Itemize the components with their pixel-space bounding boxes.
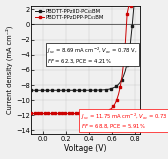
PBDTT-PPzDPP·PC₆₁BM bbox=[30, 113, 32, 114]
Text: $J_{sc}$ = 8.69 mA cm$^{-2}$, $V_{oc}$ = 0.78 V,
$FF$ = 62.3, PCE = 4.21%: $J_{sc}$ = 8.69 mA cm$^{-2}$, $V_{oc}$ =… bbox=[47, 46, 138, 65]
Y-axis label: Current density (mA cm⁻²): Current density (mA cm⁻²) bbox=[6, 26, 13, 114]
PBDTT-PPzIID·PC₆₁BM bbox=[133, 5, 135, 7]
Legend: PBDTT-PPzIID·PC₆₁BM, PBDTT-PPzDPP·PC₆₁BM: PBDTT-PPzIID·PC₆₁BM, PBDTT-PPzDPP·PC₆₁BM bbox=[34, 8, 105, 21]
PBDTT-PPzDPP·PC₆₁BM bbox=[64, 113, 66, 114]
PBDTT-PPzIID·PC₆₁BM bbox=[48, 89, 50, 91]
PBDTT-PPzIID·PC₆₁BM bbox=[64, 89, 66, 91]
X-axis label: Voltage (V): Voltage (V) bbox=[65, 144, 107, 153]
Text: $J_{sc}$ = 11.75 mA cm$^{-2}$, $V_{oc}$ = 0.73 V,
$FF$ = 68.8, PCE = 5.91%: $J_{sc}$ = 11.75 mA cm$^{-2}$, $V_{oc}$ … bbox=[80, 112, 168, 130]
PBDTT-PPzDPP·PC₆₁BM bbox=[94, 112, 96, 114]
PBDTT-PPzIID·PC₆₁BM bbox=[30, 89, 32, 91]
PBDTT-PPzDPP·PC₆₁BM bbox=[47, 113, 49, 114]
PBDTT-PPzDPP·PC₆₁BM bbox=[131, 5, 133, 7]
PBDTT-PPzIID·PC₆₁BM bbox=[60, 89, 62, 91]
PBDTT-PPzIID·PC₆₁BM bbox=[96, 89, 98, 91]
PBDTT-PPzDPP·PC₆₁BM bbox=[128, 5, 130, 7]
PBDTT-PPzIID·PC₆₁BM bbox=[66, 89, 68, 91]
Line: PBDTT-PPzDPP·PC₆₁BM: PBDTT-PPzDPP·PC₆₁BM bbox=[30, 4, 134, 115]
PBDTT-PPzDPP·PC₆₁BM bbox=[59, 113, 61, 114]
PBDTT-PPzIID·PC₆₁BM bbox=[135, 5, 137, 7]
PBDTT-PPzDPP·PC₆₁BM bbox=[56, 113, 58, 114]
PBDTT-PPzIID·PC₆₁BM bbox=[57, 89, 59, 91]
Line: PBDTT-PPzIID·PC₆₁BM: PBDTT-PPzIID·PC₆₁BM bbox=[30, 4, 137, 92]
PBDTT-PPzDPP·PC₆₁BM bbox=[63, 113, 65, 114]
